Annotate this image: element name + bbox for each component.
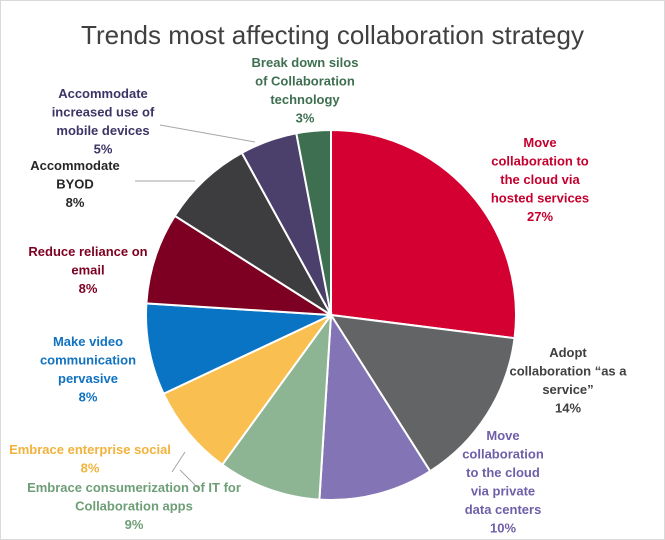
slice-label-10: Break down silos of Collaboration technolo…: [252, 55, 359, 126]
slice-percent-label: 27%: [527, 209, 553, 224]
slice-label-2: Adopt collaboration “as a service” 14%: [509, 345, 627, 416]
slice-label-line: communication: [40, 353, 136, 368]
pie-slice-10: [295, 128, 332, 316]
slice-percent-label: 14%: [555, 401, 581, 416]
slice-label-line: data centers: [465, 502, 542, 517]
slice-label-line: of Collaboration: [255, 74, 355, 89]
slice-percent-label: 10%: [490, 521, 516, 536]
slice-label-line: increased use of: [52, 105, 155, 120]
slice-label-line: Move: [523, 135, 556, 150]
slice-label-line: Accommodate: [58, 86, 148, 101]
slice-percent-label: 8%: [66, 195, 85, 210]
slice-label-line: hosted services: [491, 191, 589, 206]
slice-label-line: Embrace enterprise social: [9, 442, 171, 457]
slice-label-line: collaboration to: [491, 154, 589, 169]
slice-label-line: Break down silos: [252, 55, 359, 70]
slice-label-line: Adopt: [549, 345, 587, 360]
slice-label-line: Accommodate: [30, 158, 120, 173]
slice-label-6: Make video communication pervasive 8%: [40, 334, 136, 405]
slice-percent-label: 9%: [125, 517, 144, 532]
slice-label-7: Reduce reliance on email 8%: [28, 244, 147, 296]
slice-percent-label: 5%: [94, 142, 113, 157]
slice-label-line: the cloud via: [500, 172, 580, 187]
slice-label-8: Accommodate BYOD 8%: [30, 158, 120, 210]
slice-percent-label: 8%: [81, 461, 100, 476]
slice-label-line: via private: [471, 484, 535, 499]
slice-label-line: Move: [486, 428, 519, 443]
slice-label-4: Embrace consumerization of IT for Collabo…: [27, 480, 241, 532]
slice-label-1: Move collaboration to the cloud via hosted …: [491, 135, 589, 224]
slice-label-line: collaboration “as a: [509, 364, 627, 379]
leader-line-5: [171, 451, 186, 473]
pie-slice-3: [318, 311, 432, 501]
slice-percent-label: 8%: [79, 390, 98, 405]
slice-label-line: collaboration: [462, 447, 544, 462]
slice-label-line: mobile devices: [56, 123, 149, 138]
leader-line-4: [179, 469, 201, 491]
pie-slice-5: [162, 314, 332, 467]
slice-label-5: Embrace enterprise social 8%: [9, 442, 171, 476]
slice-label-line: technology: [270, 92, 340, 107]
leader-line-9: [159, 124, 256, 143]
pie-slice-1: [330, 128, 517, 340]
slice-label-line: to the cloud: [466, 465, 540, 480]
pie-slice-4: [220, 311, 333, 501]
slice-label-line: service”: [542, 382, 593, 397]
slice-label-line: email: [71, 263, 104, 278]
pie-slice-7: [145, 214, 332, 316]
pie-slice-8: [173, 151, 332, 316]
slice-label-line: Make video: [53, 334, 123, 349]
slice-percent-label: 3%: [296, 111, 315, 126]
slice-label-line: pervasive: [58, 371, 118, 386]
slice-label-3: Move collaboration to the cloud via private…: [462, 428, 544, 536]
slice-label-line: Collaboration apps: [75, 499, 193, 514]
slice-percent-label: 8%: [79, 281, 98, 296]
slice-label-line: BYOD: [56, 177, 94, 192]
slice-label-9: Accommodate increased use of mobile device…: [52, 86, 155, 157]
slice-label-line: Embrace consumerization of IT for: [27, 480, 241, 495]
pie-slice-2: [329, 313, 516, 473]
chart-title: Trends most affecting collaboration stra…: [81, 20, 584, 50]
slice-label-line: Reduce reliance on: [28, 244, 147, 259]
pie-slice-6: [145, 302, 332, 396]
